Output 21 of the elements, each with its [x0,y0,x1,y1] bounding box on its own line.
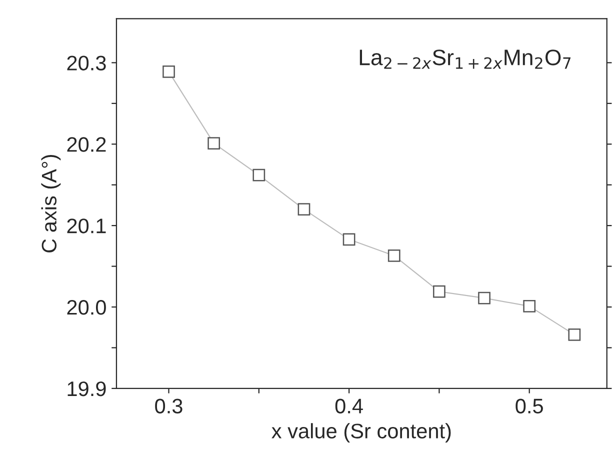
point [252,168,266,182]
point [568,328,581,341]
point [162,65,175,78]
x-tick-label: 0.4 [335,398,363,414]
annotation: La$_{2−2x}$Sr$_{1+2x}$Mn$_{2}$O$_{7}$ [360,50,571,69]
point [388,250,400,262]
y-tick-label: 19.9 [68,381,106,396]
point [208,137,220,150]
point [478,292,490,304]
y-tick-label: 20.1 [67,218,106,234]
x-tick-label: 0.5 [516,398,543,414]
x-tick-label: 0.3 [155,398,182,414]
x-axis-title: x value (Sr content) [272,423,451,443]
point [433,285,446,298]
y-tick-label: 20.2 [67,137,106,152]
point [523,300,536,312]
point [298,203,310,216]
point [342,233,356,246]
y-axis-title: C axis (A°) [41,154,61,252]
y-tick-label: 20.3 [67,56,106,70]
y-tick-label: 20.0 [67,300,106,315]
